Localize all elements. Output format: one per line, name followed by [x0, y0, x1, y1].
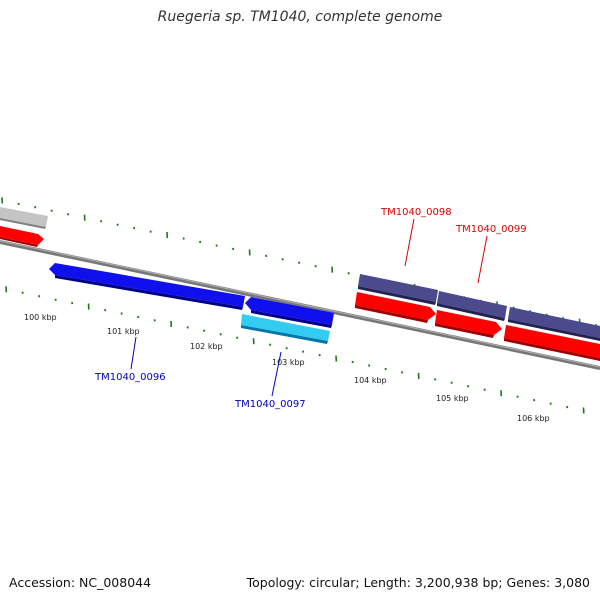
callout-line-0099 [477, 235, 488, 284]
genome-summary-text: Topology: circular; Length: 3,200,938 bp… [246, 575, 590, 590]
genome-title: Ruegeria sp. TM1040, complete genome [157, 9, 443, 25]
inner-tick-row [5, 286, 585, 414]
gene-tm1040-0099[interactable] [435, 310, 502, 338]
ruler-label-106: 106 kbp [517, 414, 550, 423]
gene-tm1040-0096[interactable] [49, 263, 245, 310]
gene-red-3[interactable] [504, 325, 600, 361]
gene-label-tm1040-0096[interactable]: TM1040_0096 [94, 372, 166, 383]
ruler-label-102: 102 kbp [190, 342, 223, 351]
gene-label-tm1040-0098[interactable]: TM1040_0098 [380, 207, 452, 218]
ruler-label-100: 100 kbp [24, 313, 57, 322]
ruler-label-104: 104 kbp [354, 376, 387, 385]
gene-purple-2[interactable] [437, 291, 507, 321]
gene-label-tm1040-0099[interactable]: TM1040_0099 [455, 224, 527, 235]
ruler-label-103: 103 kbp [272, 358, 305, 367]
gene-label-tm1040-0097[interactable]: TM1040_0097 [234, 399, 306, 410]
gene-tm1040-0097[interactable] [241, 314, 330, 344]
accession-text: Accession: NC_008044 [9, 575, 152, 590]
callout-line-0098 [404, 218, 415, 267]
gene-grey[interactable] [0, 207, 48, 229]
callout-line-0097 [271, 351, 282, 397]
genome-backbone [0, 240, 600, 370]
gene-red-1[interactable] [355, 292, 436, 323]
gene-purple-3[interactable] [508, 307, 600, 341]
gene-blue-short[interactable] [245, 297, 334, 328]
ruler-label-101: 101 kbp [107, 327, 140, 336]
genome-backbone-highlight [0, 240, 600, 368]
callout-line-0096 [130, 336, 137, 370]
gene-red-left[interactable] [0, 226, 44, 247]
ruler-label-105: 105 kbp [436, 394, 469, 403]
gene-tm1040-0098[interactable] [358, 274, 438, 305]
